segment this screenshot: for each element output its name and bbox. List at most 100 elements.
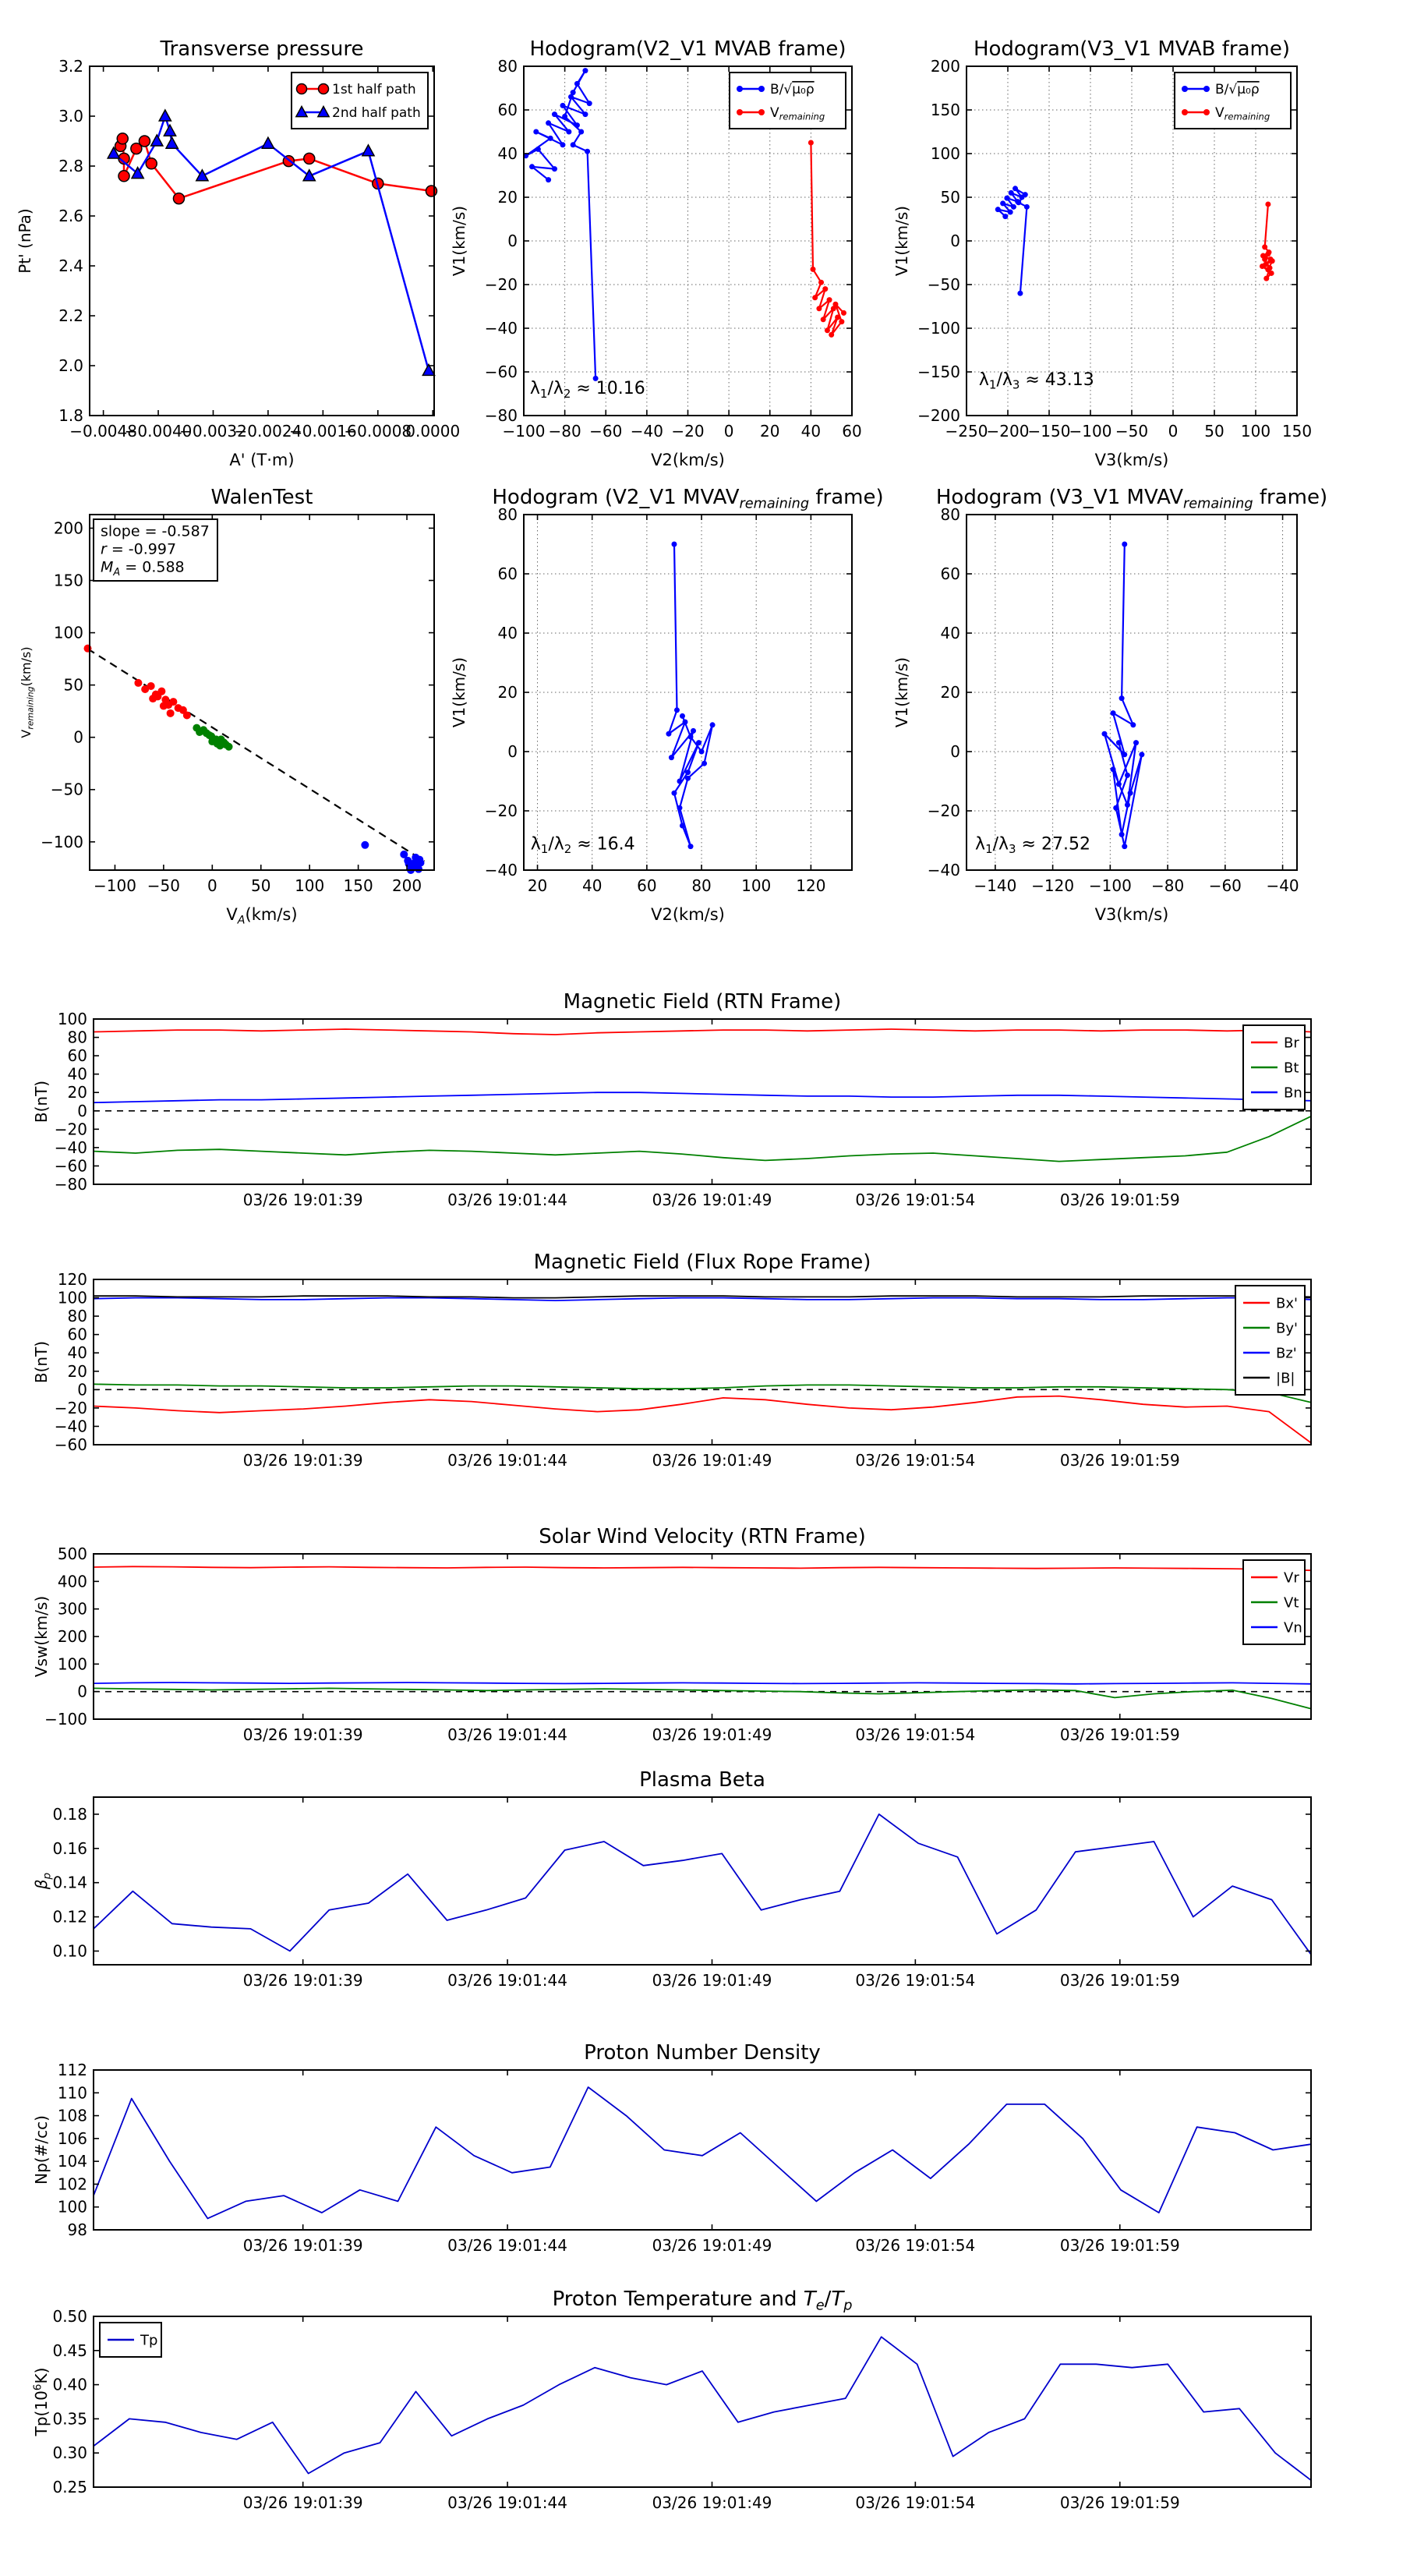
svg-text:40: 40 <box>498 624 518 642</box>
svg-text:Hodogram (V2_V1 MVAVremaining: Hodogram (V2_V1 MVAVremaining frame) <box>492 486 883 512</box>
svg-text:−100: −100 <box>44 1710 87 1729</box>
svg-text:03/26 19:01:44: 03/26 19:01:44 <box>447 2236 567 2255</box>
svg-text:−20: −20 <box>671 422 704 441</box>
svg-text:0: 0 <box>77 1683 87 1701</box>
svg-text:20: 20 <box>760 422 779 441</box>
svg-text:98: 98 <box>68 2220 87 2239</box>
svg-text:−40: −40 <box>631 422 663 441</box>
svg-text:B/√μ₀ρ: B/√μ₀ρ <box>1215 82 1260 97</box>
svg-text:1st half path: 1st half path <box>332 82 416 97</box>
svg-text:−150: −150 <box>917 363 960 381</box>
svg-text:Vt: Vt <box>1284 1594 1299 1611</box>
svg-text:Magnetic Field (RTN Frame): Magnetic Field (RTN Frame) <box>564 990 842 1014</box>
chart-hodogram-v2v1-mvab: −100 −80 −60 −40 −20 0 20 40 60 −80 −60 −40 −20 0 20 40… <box>450 37 862 469</box>
svg-text:20: 20 <box>68 1083 87 1102</box>
svg-text:300: 300 <box>58 1600 87 1619</box>
svg-text:λ1/λ2 ≈ 10.16: λ1/λ2 ≈ 10.16 <box>530 379 645 401</box>
svg-text:2.2: 2.2 <box>58 306 83 325</box>
svg-text:80: 80 <box>68 1307 87 1325</box>
svg-text:0.10: 0.10 <box>52 1941 87 1960</box>
chart-magnetic-field-rtn: 03/26 19:01:39 03/26 19:01:44 03/26 19:01:… <box>32 990 1312 1209</box>
svg-text:−50: −50 <box>51 780 83 799</box>
svg-text:−0.0048: −0.0048 <box>69 422 137 441</box>
svg-text:03/26 19:01:39: 03/26 19:01:39 <box>243 1971 363 1990</box>
svg-text:0.25: 0.25 <box>52 2478 87 2496</box>
svg-text:03/26 19:01:54: 03/26 19:01:54 <box>855 2493 975 2512</box>
svg-text:40: 40 <box>68 1343 87 1362</box>
chart-plasma-beta: 03/26 19:01:39 03/26 19:01:44 03/26 19:01:… <box>32 1768 1312 1990</box>
svg-text:−20: −20 <box>55 1120 87 1138</box>
svg-text:B(nT): B(nT) <box>32 1341 51 1383</box>
svg-text:−60: −60 <box>1209 876 1242 895</box>
svg-text:Bn: Bn <box>1284 1085 1302 1101</box>
svg-text:V1(km/s): V1(km/s) <box>892 206 911 276</box>
svg-text:−40: −40 <box>928 861 960 879</box>
svg-text:03/26 19:01:59: 03/26 19:01:59 <box>1060 2493 1180 2512</box>
svg-text:Proton Number Density: Proton Number Density <box>584 2041 821 2065</box>
svg-text:40: 40 <box>582 876 602 895</box>
svg-text:03/26 19:01:59: 03/26 19:01:59 <box>1060 1191 1180 1209</box>
svg-text:3.0: 3.0 <box>58 107 83 126</box>
svg-text:150: 150 <box>344 876 373 895</box>
svg-text:50: 50 <box>1204 422 1224 441</box>
svg-text:0: 0 <box>77 1380 87 1399</box>
svg-text:500: 500 <box>58 1545 87 1563</box>
svg-text:2.4: 2.4 <box>58 257 83 275</box>
svg-text:Br: Br <box>1284 1035 1299 1051</box>
svg-text:Np(#/cc): Np(#/cc) <box>32 2115 51 2185</box>
svg-text:80: 80 <box>498 57 518 76</box>
svg-text:100: 100 <box>58 1010 87 1028</box>
svg-text:20: 20 <box>498 188 518 207</box>
chart-hodogram-v3v1-mvav: −140 −120 −100 −80 −60 −40 −40 −20 0 20 40 60 80Hodo… <box>892 486 1327 924</box>
svg-text:−20: −20 <box>485 801 518 820</box>
chart-transverse-pressure: −0.0048−0.0040−0.0032−0.0024−0.0016−0.00… <box>16 37 460 469</box>
svg-text:40: 40 <box>498 144 518 163</box>
svg-text:200: 200 <box>931 57 960 76</box>
svg-text:−60: −60 <box>55 1435 87 1454</box>
svg-text:03/26 19:01:39: 03/26 19:01:39 <box>243 1451 363 1470</box>
svg-text:Vsw(km/s): Vsw(km/s) <box>32 1596 51 1677</box>
svg-text:200: 200 <box>54 518 83 537</box>
svg-text:−20: −20 <box>485 275 518 294</box>
svg-text:100: 100 <box>1241 422 1270 441</box>
svg-text:−100: −100 <box>41 833 83 851</box>
svg-text:100: 100 <box>741 876 771 895</box>
svg-text:Bx': Bx' <box>1276 1295 1298 1311</box>
svg-text:0: 0 <box>73 728 83 747</box>
svg-text:80: 80 <box>68 1028 87 1047</box>
svg-text:03/26 19:01:39: 03/26 19:01:39 <box>243 1725 363 1744</box>
svg-text:60: 60 <box>637 876 656 895</box>
svg-text:λ1/λ2 ≈ 16.4: λ1/λ2 ≈ 16.4 <box>531 834 635 856</box>
svg-text:03/26 19:01:54: 03/26 19:01:54 <box>855 1451 975 1470</box>
svg-text:B/√μ₀ρ: B/√μ₀ρ <box>770 82 815 97</box>
chart-hodogram-v3v1-mvab: −250−200−150−100 −50 0 50 100 150−200−150−100… <box>892 37 1312 469</box>
svg-text:50: 50 <box>941 188 960 207</box>
svg-text:Vremaining(km/s): Vremaining(km/s) <box>19 646 36 738</box>
svg-text:r = -0.997: r = -0.997 <box>101 541 176 558</box>
svg-text:0.50: 0.50 <box>52 2307 87 2326</box>
svg-text:WalenTest: WalenTest <box>211 486 313 509</box>
svg-text:−80: −80 <box>1151 876 1184 895</box>
svg-text:Tp(106K): Tp(106K) <box>31 2368 51 2437</box>
svg-text:0.30: 0.30 <box>52 2443 87 2462</box>
svg-text:Vremaining: Vremaining <box>770 105 825 122</box>
svg-text:110: 110 <box>58 2083 87 2102</box>
svg-text:−100: −100 <box>917 319 960 338</box>
svg-text:03/26 19:01:49: 03/26 19:01:49 <box>652 1191 772 1209</box>
svg-text:0.45: 0.45 <box>52 2341 87 2360</box>
svg-text:−40: −40 <box>1266 876 1299 895</box>
svg-text:−40: −40 <box>485 319 518 338</box>
svg-text:2.6: 2.6 <box>58 207 83 225</box>
svg-text:Proton Temperature and Te/Tp: Proton Temperature and Te/Tp <box>553 2288 853 2314</box>
svg-text:120: 120 <box>58 1270 87 1289</box>
svg-text:03/26 19:01:49: 03/26 19:01:49 <box>652 1451 772 1470</box>
svg-text:Vremaining: Vremaining <box>1215 105 1270 122</box>
svg-text:V2(km/s): V2(km/s) <box>651 451 725 469</box>
svg-text:−0.0040: −0.0040 <box>125 422 193 441</box>
svg-text:Hodogram (V3_V1 MVAVremaining: Hodogram (V3_V1 MVAVremaining frame) <box>936 486 1327 512</box>
svg-text:0.12: 0.12 <box>52 1908 87 1927</box>
svg-text:−60: −60 <box>55 1156 87 1175</box>
